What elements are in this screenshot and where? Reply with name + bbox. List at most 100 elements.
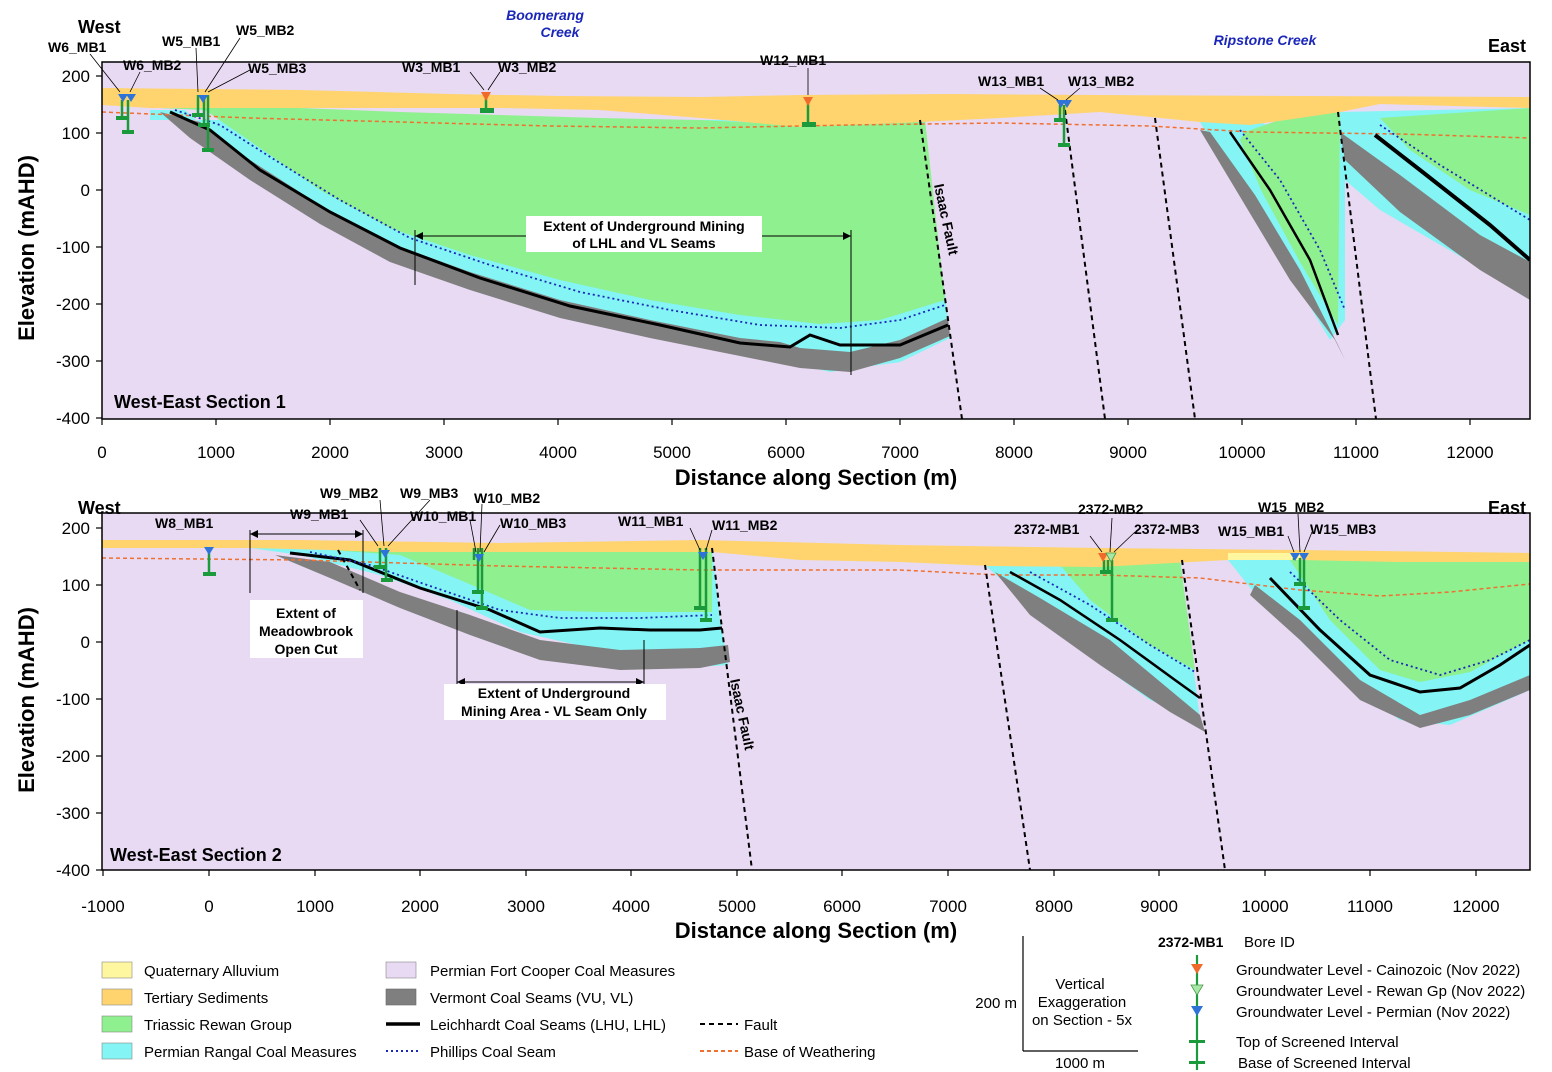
bore-label: W5_MB3 — [248, 60, 307, 76]
phillips-seam — [174, 109, 946, 329]
scale-note: on Section - 5x — [1032, 1012, 1133, 1029]
y-tick: 0 — [81, 633, 90, 652]
vermont-seams-east — [1200, 130, 1530, 360]
mining-extent-text: Extent of Underground — [478, 685, 630, 701]
mining-extent-annotation: Extent of Underground Mining Area - VL S… — [444, 610, 666, 720]
bore-label: 2372-MB1 — [1014, 521, 1080, 537]
legend-label: Fault — [744, 1017, 778, 1034]
legend-swatch-vermont — [385, 988, 417, 1006]
section-1-frame — [101, 61, 1531, 420]
x-tick: 1000 — [296, 897, 334, 916]
faults — [919, 109, 1377, 419]
scale-note: Exaggeration — [1038, 994, 1126, 1011]
section-2-frame — [101, 512, 1531, 871]
creek-label: Ripstone Creek — [1214, 32, 1318, 48]
bore-label: W9_MB1 — [290, 506, 349, 522]
mining-extent-text: Extent of Underground Mining — [543, 218, 744, 234]
y-tick: -100 — [56, 690, 90, 709]
legend-label: Permian Rangal Coal Measures — [144, 1044, 357, 1061]
permian-marker-icon — [1191, 1006, 1203, 1016]
x-tick: 12000 — [1452, 897, 1499, 916]
x-tick: 9000 — [1140, 897, 1178, 916]
x-tick: 10000 — [1241, 897, 1288, 916]
bore-label: W3_MB1 — [402, 59, 461, 75]
vermont-seams — [275, 555, 730, 670]
legend-label: Vermont Coal Seams (VU, VL) — [430, 990, 633, 1007]
bore-key-item: Base of Screened Interval — [1238, 1055, 1411, 1072]
section-title: West-East Section 2 — [110, 845, 282, 865]
legend-label: Phillips Coal Seam — [430, 1044, 556, 1061]
section-2-x-axis: -1000 0 1000 2000 3000 4000 5000 6000 70… — [81, 870, 1500, 916]
bore-key-example: 2372-MB1 — [1158, 934, 1224, 950]
bore-label: W13_MB2 — [1068, 73, 1134, 89]
x-tick: 0 — [97, 443, 106, 462]
legend-swatch-fortcooper — [385, 961, 417, 979]
leichhardt-seam-east — [1373, 133, 1530, 262]
x-tick: 2000 — [401, 897, 439, 916]
phillips-seam — [309, 551, 1530, 676]
x-axis-title: Distance along Section (m) — [675, 918, 957, 943]
x-tick: 12000 — [1446, 443, 1493, 462]
bore-label: W10_MB1 — [410, 508, 476, 524]
bore-label: W6_MB1 — [48, 39, 107, 55]
y-tick: -300 — [56, 804, 90, 823]
x-tick: 8000 — [995, 443, 1033, 462]
rewan-unit — [330, 550, 712, 612]
y-tick: -100 — [56, 238, 90, 257]
open-cut-text: Meadowbrook — [259, 623, 353, 639]
rewan-unit-east — [1240, 108, 1530, 325]
bore-key: 2372-MB1 Bore ID Groundwater Level - Cai… — [1158, 934, 1525, 1072]
legend-label: Tertiary Sediments — [144, 990, 268, 1007]
y-tick: 0 — [81, 181, 90, 200]
legend-swatch-tertiary — [101, 988, 133, 1006]
bore-key-id-label: Bore ID — [1244, 934, 1295, 951]
rewan-marker-icon — [1190, 984, 1204, 996]
x-tick: 3000 — [425, 443, 463, 462]
bore-label: W6_MB2 — [123, 57, 182, 73]
bore-label: W12_MB1 — [760, 52, 826, 68]
bore-label: W11_MB2 — [712, 517, 778, 533]
section-2-y-axis: 200 100 0 -100 -200 -300 -400 — [56, 519, 102, 880]
creek-label: Creek — [541, 24, 581, 40]
x-tick: 3000 — [507, 897, 545, 916]
mining-extent-annotation: Extent of Underground Mining of LHL and … — [414, 216, 852, 375]
rewan-unit-c — [1290, 558, 1530, 682]
open-cut-text: Extent of — [276, 605, 336, 621]
x-tick: 0 — [204, 897, 213, 916]
scale-bar: 200 m 1000 m Vertical Exaggeration on Se… — [975, 936, 1138, 1072]
tertiary-sediments — [102, 540, 1530, 567]
screen-top-icon — [1189, 1040, 1205, 1043]
section-1-panel: 200 100 0 -100 -200 -300 -400 Elevation … — [14, 7, 1531, 490]
x-tick: 4000 — [539, 443, 577, 462]
bore-key-item: Groundwater Level - Permian (Nov 2022) — [1236, 1004, 1510, 1021]
scale-horizontal: 1000 m — [1055, 1055, 1105, 1072]
leichhardt-seam-b — [1009, 570, 1201, 700]
west-label: West — [78, 498, 121, 518]
y-tick: -200 — [56, 747, 90, 766]
vermont-seams-c — [1250, 585, 1530, 728]
rewan-unit-b — [1060, 560, 1195, 670]
section-2-bores: W8_MB1 W9_MB1 W9_MB2 W9_MB3 W10_MB1 W10_… — [155, 485, 1376, 622]
x-tick: 7000 — [881, 443, 919, 462]
legend-label: Permian Fort Cooper Coal Measures — [430, 963, 675, 980]
y-tick: 100 — [62, 124, 90, 143]
x-tick: 10000 — [1218, 443, 1265, 462]
legend-label: Base of Weathering — [744, 1044, 875, 1061]
bore-label: 2372-MB2 — [1078, 501, 1144, 517]
screen-base-icon — [1189, 1061, 1205, 1064]
bore-label: W8_MB1 — [155, 515, 214, 531]
bore-key-item: Groundwater Level - Cainozoic (Nov 2022) — [1236, 962, 1520, 979]
base-of-weathering — [102, 557, 1530, 597]
bore-label: 2372-MB3 — [1134, 521, 1200, 537]
leichhardt-seam-c — [1268, 576, 1530, 694]
bore-label: W10_MB2 — [474, 490, 540, 506]
tertiary-sediments — [102, 88, 1530, 127]
bore-label: W11_MB1 — [618, 513, 684, 529]
bore-label: W3_MB2 — [498, 59, 557, 75]
vermont-seams-b — [995, 572, 1205, 732]
y-tick: 200 — [62, 519, 90, 538]
bore-label: W9_MB3 — [400, 485, 459, 501]
faults — [337, 547, 1226, 870]
bore-label: W15_MB2 — [1258, 499, 1324, 515]
